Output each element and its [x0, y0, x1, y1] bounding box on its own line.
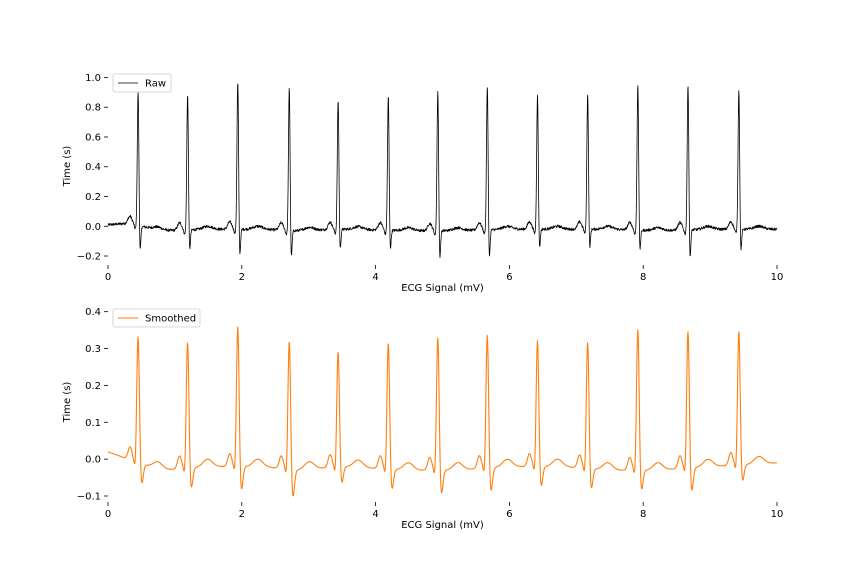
x-tick-label: 10	[771, 272, 784, 283]
y-tick-label: 0.2	[85, 192, 101, 203]
x-tick-label: 2	[239, 509, 245, 520]
y-tick-label: −0.2	[77, 252, 101, 263]
y-tick-label: 0.1	[85, 418, 101, 429]
x-tick-label: 10	[771, 509, 784, 520]
y-tick-label: 0.8	[85, 103, 101, 114]
y-tick-label: −0.1	[77, 492, 101, 503]
y-tick-label: 0.2	[85, 381, 101, 392]
x-tick-label: 0	[105, 509, 111, 520]
x-axis-label: ECG Signal (mV)	[401, 520, 484, 531]
y-tick-label: 0.4	[85, 162, 101, 173]
y-tick-label: 0.4	[85, 307, 101, 318]
series-line-smoothed	[107, 326, 778, 497]
legend-box	[112, 73, 172, 93]
y-tick-label: 0.0	[85, 455, 101, 466]
x-tick-label: 4	[372, 272, 378, 283]
legend-label: Raw	[145, 79, 166, 90]
y-axis-label: Time (s)	[62, 146, 73, 188]
x-tick-label: 2	[239, 272, 245, 283]
x-tick-label: 8	[640, 509, 646, 520]
legend-box	[112, 308, 201, 328]
x-axis-label: ECG Signal (mV)	[401, 283, 484, 294]
y-tick-label: 0.3	[85, 344, 101, 355]
chart-panel-1: −0.2 0.0 0.2 0.4 0.6 0.8 1.0 0 2 4 6 8 10 ECG Signal …	[62, 73, 783, 294]
y-tick-label: 0.6	[85, 132, 101, 143]
legend-label: Smoothed	[145, 314, 196, 325]
x-tick-label: 6	[506, 509, 512, 520]
x-tick-label: 4	[372, 509, 378, 520]
x-tick-label: 0	[105, 272, 111, 283]
series-line-raw	[107, 83, 778, 258]
x-tick-label: 8	[640, 272, 646, 283]
x-tick-label: 6	[506, 272, 512, 283]
y-tick-label: 0.0	[85, 222, 101, 233]
y-tick-label: 1.0	[85, 73, 101, 84]
y-axis-label: Time (s)	[62, 382, 73, 424]
chart-panel-2: −0.1 0.0 0.1 0.2 0.3 0.4 0 2 4 6 8 10 ECG Signal (mV…	[62, 307, 783, 531]
